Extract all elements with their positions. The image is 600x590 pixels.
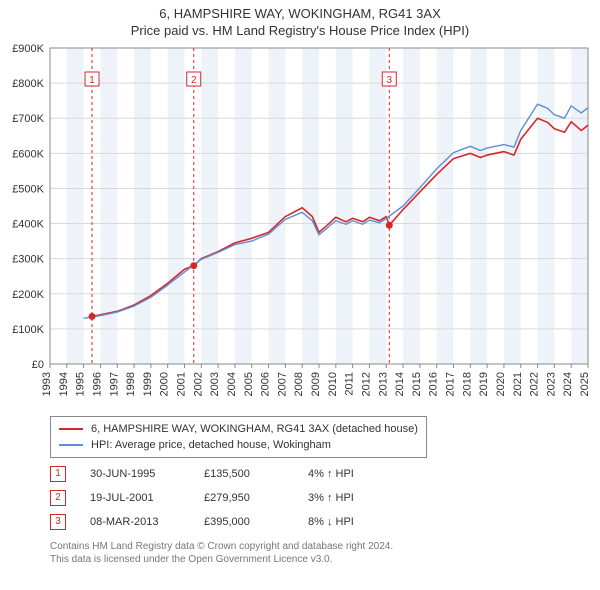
legend-label: 6, HAMPSHIRE WAY, WOKINGHAM, RG41 3AX (d… [91,421,418,437]
svg-text:2006: 2006 [260,372,272,396]
svg-text:2024: 2024 [562,372,574,396]
chart: £0 £100K £200K £300K £400K £500K £600K £700K £80… [0,40,600,410]
svg-text:2: 2 [191,75,197,86]
chart-svg: £0 £100K £200K £300K £400K £500K £600K £700K £80… [0,40,600,410]
legend-item: 6, HAMPSHIRE WAY, WOKINGHAM, RG41 3AX (d… [59,421,418,437]
svg-text:2011: 2011 [344,372,356,396]
sale-marker: 2 [50,490,66,506]
svg-text:£700K: £700K [12,113,44,125]
svg-text:1996: 1996 [91,372,103,396]
legend-swatch [59,444,83,446]
sale-date: 30-JUN-1995 [90,468,180,480]
svg-text:2022: 2022 [529,372,541,396]
sale-delta: 8% ↓ HPI [308,516,388,528]
svg-text:2015: 2015 [411,372,423,396]
svg-text:2016: 2016 [428,372,440,396]
sale-date: 08-MAR-2013 [90,516,180,528]
sale-price: £279,950 [204,492,284,504]
svg-text:£500K: £500K [12,183,44,195]
sale-row: 3 08-MAR-2013 £395,000 8% ↓ HPI [50,510,580,534]
svg-text:2002: 2002 [192,372,204,396]
svg-text:1994: 1994 [58,372,70,396]
sale-date: 19-JUL-2001 [90,492,180,504]
svg-text:2007: 2007 [276,372,288,396]
svg-text:1999: 1999 [142,372,154,396]
svg-text:2014: 2014 [394,372,406,396]
svg-text:2020: 2020 [495,372,507,396]
svg-text:2017: 2017 [445,372,457,396]
chart-container: 6, HAMPSHIRE WAY, WOKINGHAM, RG41 3AX Pr… [0,0,600,566]
footer-line-1: Contains HM Land Registry data © Crown c… [50,540,580,553]
svg-text:3: 3 [386,75,392,86]
sale-price: £395,000 [204,516,284,528]
svg-text:2012: 2012 [360,372,372,396]
sale-marker: 3 [50,514,66,530]
svg-text:£900K: £900K [12,43,44,55]
svg-text:2023: 2023 [545,372,557,396]
svg-text:£600K: £600K [12,148,44,160]
sale-marker: 1 [50,466,66,482]
sale-delta: 3% ↑ HPI [308,492,388,504]
svg-text:2008: 2008 [293,372,305,396]
svg-text:2025: 2025 [579,372,591,396]
svg-text:£800K: £800K [12,78,44,90]
svg-text:2021: 2021 [512,372,524,396]
svg-text:2003: 2003 [209,372,221,396]
svg-text:2010: 2010 [327,372,339,396]
sale-delta: 4% ↑ HPI [308,468,388,480]
svg-text:1993: 1993 [41,372,53,396]
legend: 6, HAMPSHIRE WAY, WOKINGHAM, RG41 3AX (d… [50,416,427,458]
svg-text:2004: 2004 [226,372,238,396]
svg-text:£200K: £200K [12,289,44,301]
svg-text:2018: 2018 [461,372,473,396]
sale-price: £135,500 [204,468,284,480]
footer: Contains HM Land Registry data © Crown c… [50,540,580,566]
svg-text:1998: 1998 [125,372,137,396]
title-main: 6, HAMPSHIRE WAY, WOKINGHAM, RG41 3AX [4,6,596,21]
sale-row: 2 19-JUL-2001 £279,950 3% ↑ HPI [50,486,580,510]
svg-text:2001: 2001 [176,372,188,396]
sale-row: 1 30-JUN-1995 £135,500 4% ↑ HPI [50,462,580,486]
svg-text:£0: £0 [32,359,44,371]
legend-item: HPI: Average price, detached house, Woki… [59,437,418,453]
svg-text:1997: 1997 [108,372,120,396]
svg-text:2000: 2000 [159,372,171,396]
svg-text:2013: 2013 [377,372,389,396]
svg-text:2019: 2019 [478,372,490,396]
legend-label: HPI: Average price, detached house, Woki… [91,437,331,453]
svg-text:£400K: £400K [12,219,44,231]
svg-text:1: 1 [89,75,95,86]
svg-text:1995: 1995 [75,372,87,396]
svg-text:£100K: £100K [12,324,44,336]
svg-text:£300K: £300K [12,254,44,266]
legend-swatch [59,428,83,430]
sales-table: 1 30-JUN-1995 £135,500 4% ↑ HPI 2 19-JUL-2001… [50,462,580,534]
title-block: 6, HAMPSHIRE WAY, WOKINGHAM, RG41 3AX Pr… [0,0,600,40]
footer-line-2: This data is licensed under the Open Gov… [50,553,580,566]
svg-text:2009: 2009 [310,372,322,396]
svg-text:2005: 2005 [243,372,255,396]
title-sub: Price paid vs. HM Land Registry's House … [4,23,596,38]
